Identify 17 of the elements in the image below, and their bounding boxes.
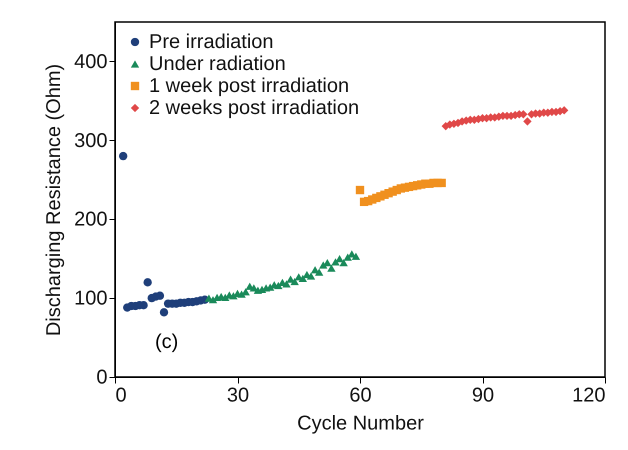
y-tick-label: 100 <box>74 288 108 310</box>
y-tick-label: 0 <box>96 366 108 388</box>
x-tick-label: 30 <box>226 384 250 406</box>
x-tick-label: 60 <box>349 384 372 406</box>
y-axis-title: Discharging Resistance (Ohm) <box>43 64 66 336</box>
annotation: (c) <box>155 331 178 353</box>
y-tick-label: 400 <box>74 50 108 73</box>
x-tick-label: 0 <box>116 384 127 406</box>
legend-label: Under radiation <box>149 53 286 75</box>
x-axis-title: Cycle Number <box>297 412 424 434</box>
legend-label: 1 week post irradiation <box>149 75 350 97</box>
x-tick-label: 120 <box>572 384 606 406</box>
x-tick-label: 90 <box>472 384 494 406</box>
legend-label: Pre irradiation <box>149 31 274 53</box>
y-tick-label: 200 <box>74 208 108 231</box>
y-tick-label: 300 <box>74 130 108 152</box>
legend-label: 2 weeks post irradiation <box>149 97 360 119</box>
